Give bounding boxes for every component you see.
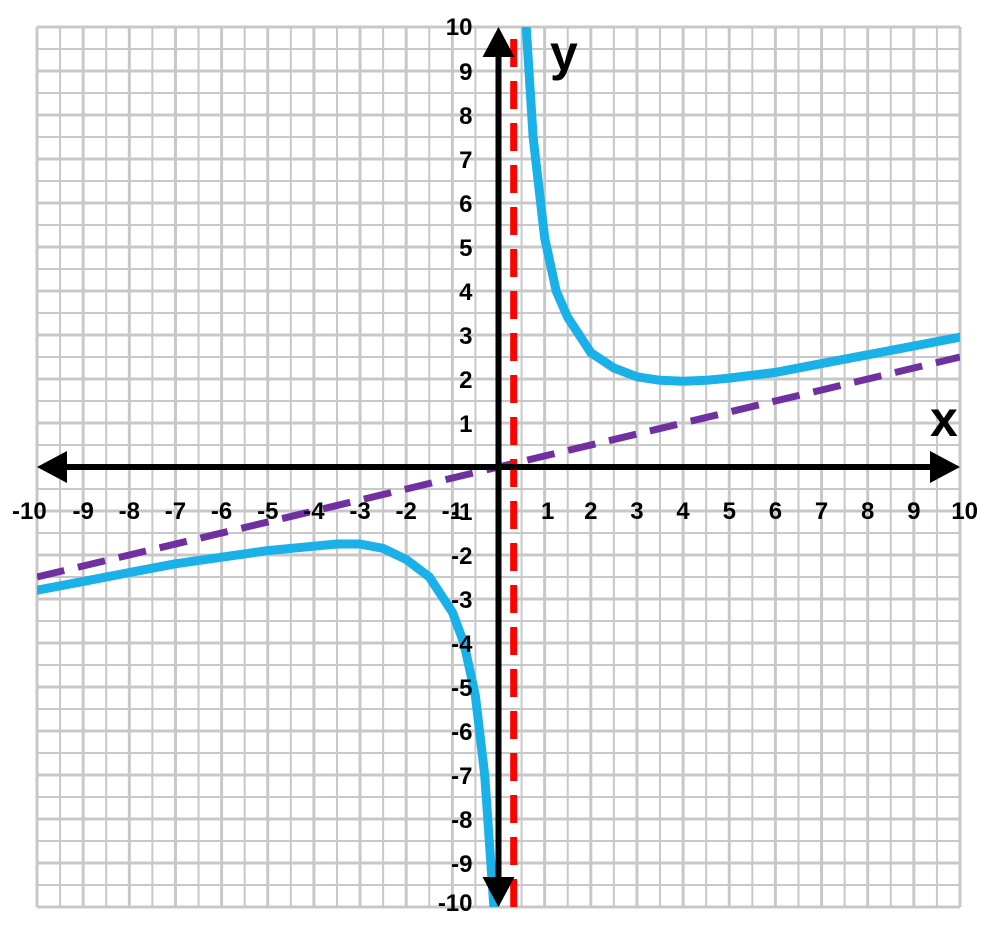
- y-tick-label: 9: [459, 59, 472, 86]
- axes: [37, 27, 960, 907]
- x-tick-label: -7: [165, 498, 186, 525]
- y-tick-label: 4: [459, 279, 473, 306]
- x-tick-label: -9: [72, 498, 93, 525]
- x-tick-label: -10: [12, 498, 47, 525]
- x-tick-label: 7: [815, 498, 828, 525]
- x-tick-label: 3: [630, 498, 643, 525]
- curve-right-branch: [521, 27, 960, 386]
- x-tick-label: -1: [442, 498, 463, 525]
- y-tick-label: -7: [451, 763, 472, 790]
- x-axis-arrow-right: [930, 451, 960, 483]
- x-tick-label: -2: [396, 498, 417, 525]
- y-tick-label: 2: [459, 367, 472, 394]
- y-tick-label: -8: [451, 807, 472, 834]
- x-tick-label: -5: [257, 498, 278, 525]
- x-tick-label: 8: [861, 498, 874, 525]
- curve-left-branch: [37, 539, 499, 907]
- y-axis-label: y: [550, 25, 578, 81]
- tick-labels: -10 -9 -8 -7 -6 -5 -4 -3 -2 -1 1 2 3 4 5 6 7 8 9 10-10-9-8-…: [12, 14, 978, 917]
- y-tick-label: -5: [451, 675, 472, 702]
- y-tick-label: 5: [459, 235, 472, 262]
- x-tick-label: -4: [303, 498, 325, 525]
- y-tick-label: 1: [459, 411, 472, 438]
- x-tick-label: -6: [211, 498, 232, 525]
- x-tick-label: 6: [769, 498, 782, 525]
- y-axis-arrow-up: [482, 27, 515, 57]
- x-axis-arrow-left: [37, 451, 67, 483]
- y-tick-label: -3: [451, 587, 472, 614]
- y-axis-arrow-down: [482, 877, 515, 907]
- x-tick-label: 2: [584, 498, 597, 525]
- y-tick-label: -10: [438, 890, 473, 917]
- x-tick-label: -8: [119, 498, 140, 525]
- x-tick-label: -3: [349, 498, 370, 525]
- y-tick-label: -1: [451, 499, 472, 526]
- x-tick-label: 5: [723, 498, 736, 525]
- y-tick-label: -2: [451, 543, 472, 570]
- y-tick-label: -4: [451, 631, 473, 658]
- y-tick-label: 10: [446, 14, 473, 41]
- y-tick-label: -9: [451, 851, 472, 878]
- y-tick-label: -6: [451, 719, 472, 746]
- y-tick-label: 7: [459, 147, 472, 174]
- y-tick-label: 6: [459, 191, 472, 218]
- y-tick-label: 8: [459, 103, 472, 130]
- y-tick-label: 3: [459, 323, 472, 350]
- x-axis-label: x: [930, 391, 958, 447]
- x-tick-label: 10: [951, 498, 978, 525]
- x-tick-label: 9: [907, 498, 920, 525]
- x-tick-label: 4: [676, 498, 690, 525]
- x-tick-label: 1: [541, 498, 554, 525]
